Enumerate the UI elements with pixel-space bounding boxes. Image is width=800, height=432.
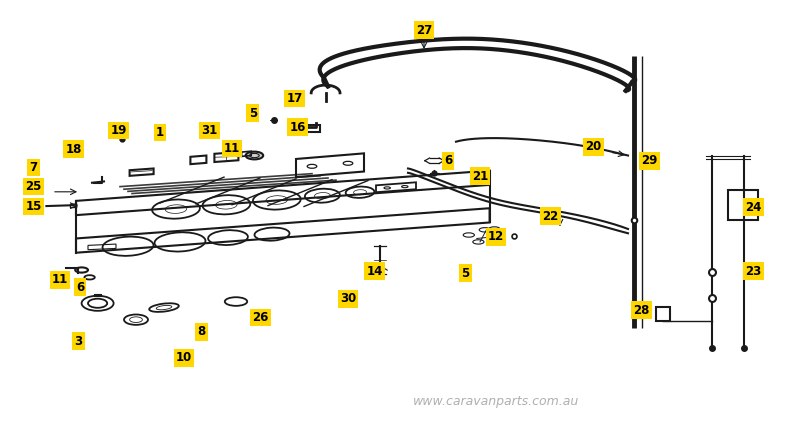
Text: 22: 22	[542, 210, 558, 222]
Ellipse shape	[246, 152, 263, 159]
Text: 23: 23	[746, 265, 762, 278]
Text: 6: 6	[444, 154, 452, 167]
Text: 30: 30	[340, 292, 356, 305]
Text: 14: 14	[366, 265, 382, 278]
Text: 19: 19	[110, 124, 126, 137]
Text: 10: 10	[176, 351, 192, 364]
Text: 17: 17	[286, 92, 302, 105]
Text: 28: 28	[634, 304, 650, 317]
Text: 3: 3	[74, 335, 82, 348]
Text: 15: 15	[26, 200, 42, 213]
Text: www.caravanparts.com.au: www.caravanparts.com.au	[413, 395, 579, 408]
Text: 1: 1	[156, 126, 164, 139]
Text: 5: 5	[249, 107, 257, 120]
Text: 12: 12	[488, 230, 504, 243]
Text: 24: 24	[746, 201, 762, 214]
Text: 7: 7	[30, 161, 38, 174]
Text: 31: 31	[202, 124, 218, 137]
Text: 25: 25	[26, 180, 42, 193]
Text: 11: 11	[52, 273, 68, 286]
Text: 20: 20	[586, 140, 602, 153]
Text: 18: 18	[66, 143, 82, 156]
Text: 5: 5	[462, 267, 470, 280]
Text: 26: 26	[253, 311, 269, 324]
Text: 6: 6	[76, 281, 84, 294]
Text: 11: 11	[224, 142, 240, 155]
Text: 29: 29	[642, 154, 658, 167]
Text: 27: 27	[416, 24, 432, 37]
Text: 21: 21	[472, 170, 488, 183]
Text: 16: 16	[290, 121, 306, 133]
Text: 8: 8	[198, 325, 206, 338]
